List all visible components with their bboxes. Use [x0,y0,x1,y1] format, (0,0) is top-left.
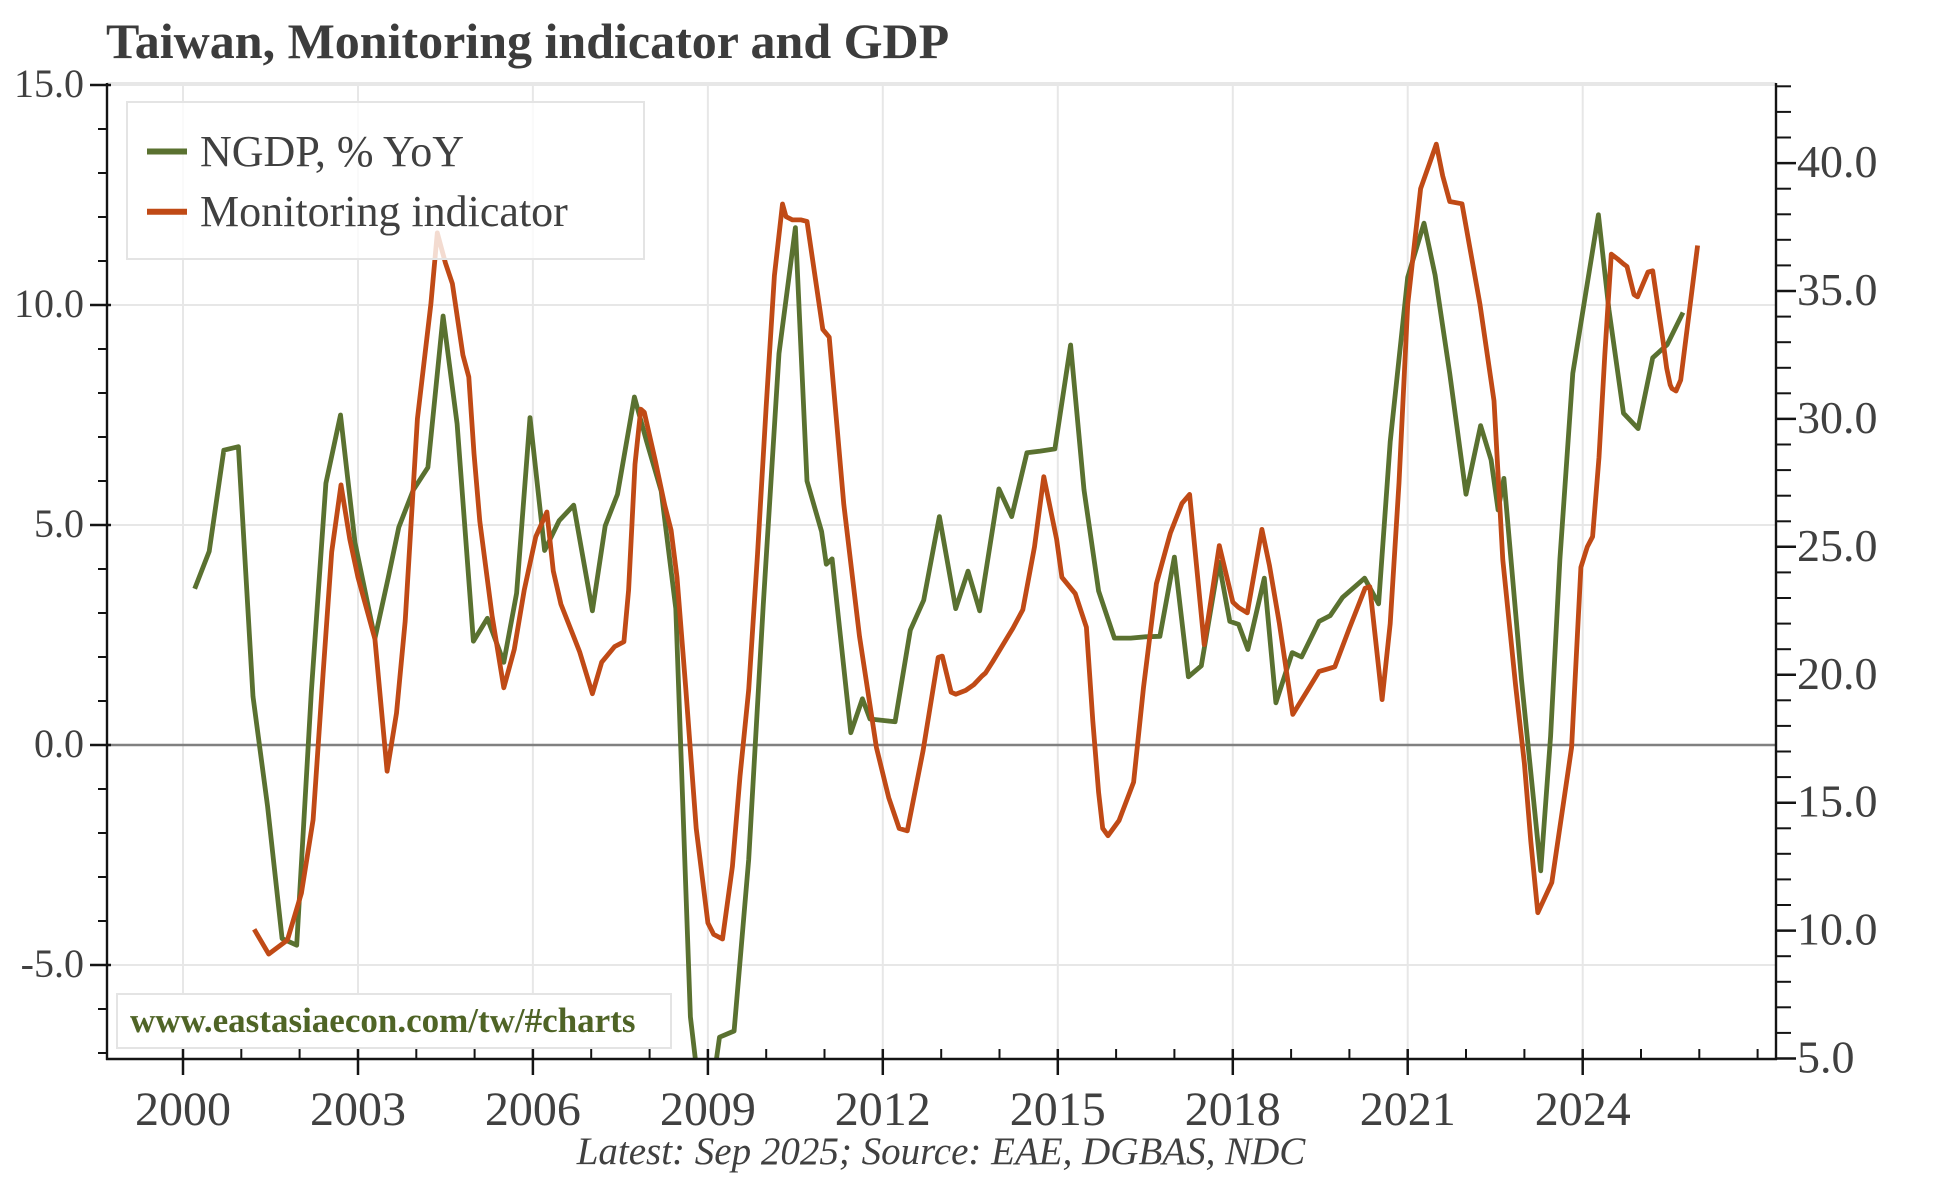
svg-text:2015: 2015 [1010,1083,1106,1136]
svg-text:10.0: 10.0 [1797,904,1878,955]
svg-text:Monitoring indicator: Monitoring indicator [200,187,568,236]
svg-text:www.eastasiaecon.com/tw/#chart: www.eastasiaecon.com/tw/#charts [130,1001,635,1040]
svg-text:2012: 2012 [835,1083,931,1136]
svg-text:15.0: 15.0 [14,61,84,106]
svg-text:30.0: 30.0 [1797,392,1878,443]
svg-text:5.0: 5.0 [1797,1032,1855,1083]
svg-text:2018: 2018 [1185,1083,1281,1136]
svg-text:35.0: 35.0 [1797,264,1878,315]
svg-text:25.0: 25.0 [1797,520,1878,571]
svg-text:40.0: 40.0 [1797,136,1878,187]
svg-text:10.0: 10.0 [14,281,84,326]
svg-text:2021: 2021 [1360,1083,1456,1136]
svg-text:15.0: 15.0 [1797,776,1878,827]
svg-text:2024: 2024 [1535,1083,1631,1136]
svg-text:Latest: Sep 2025; Source: EAE,: Latest: Sep 2025; Source: EAE, DGBAS, ND… [576,1130,1307,1173]
svg-text:-5.0: -5.0 [21,941,84,986]
svg-text:5.0: 5.0 [34,501,84,546]
svg-text:2000: 2000 [135,1083,231,1136]
svg-text:2009: 2009 [660,1083,756,1136]
svg-text:NGDP, % YoY: NGDP, % YoY [200,127,464,176]
svg-text:0.0: 0.0 [34,721,84,766]
svg-text:2003: 2003 [310,1083,406,1136]
svg-text:20.0: 20.0 [1797,648,1878,699]
svg-text:2006: 2006 [485,1083,581,1136]
svg-text:Taiwan, Monitoring indicator a: Taiwan, Monitoring indicator and GDP [106,13,949,69]
